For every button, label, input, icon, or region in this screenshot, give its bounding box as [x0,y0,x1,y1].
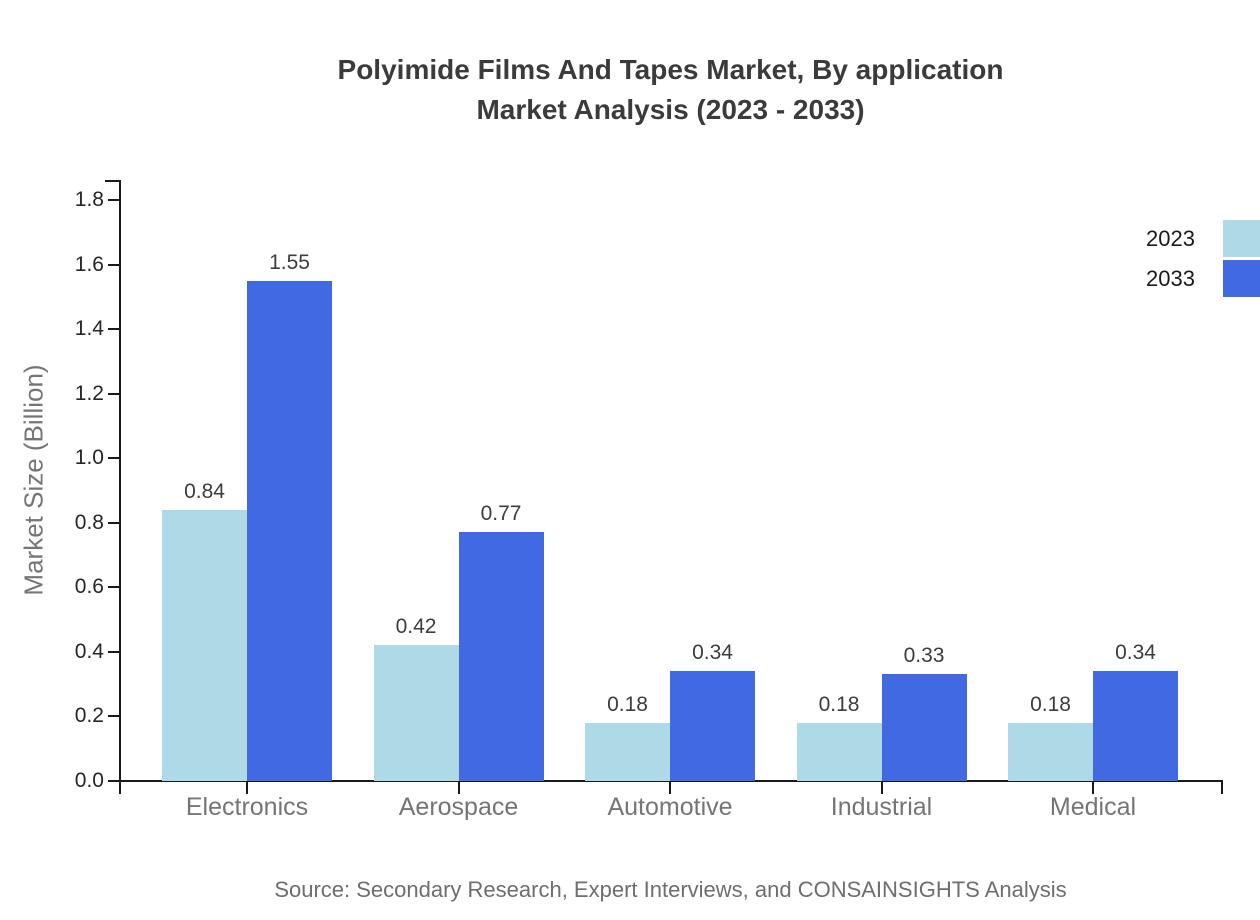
x-axis-right-cap [1221,780,1223,794]
y-tick [108,457,120,460]
x-tick-aerospace [457,782,460,794]
bar-value-label-2033-industrial: 0.33 [903,644,945,668]
bar-2023-medical [1008,722,1093,781]
x-tick-medical [1092,782,1094,794]
bar-value-label-2023-electronics: 0.84 [184,479,225,503]
y-tick-label: 0.8 [74,510,104,534]
y-tick-label: 0.4 [74,639,104,663]
bar-2033-automotive [670,671,755,781]
y-tick-label: 1.4 [74,317,104,341]
bar-value-label-2023-automotive: 0.18 [607,692,648,716]
x-category-label-automotive: Automotive [607,793,733,821]
x-category-label-industrial: Industrial [830,793,933,821]
y-tick [108,650,120,653]
y-tick [108,263,120,266]
bar-value-label-2033-electronics: 1.55 [269,250,310,274]
x-category-label-aerospace: Aerospace [398,793,519,821]
chart-title-line-1: Polyimide Films And Tapes Market, By app… [337,54,1004,85]
legend-swatch-2033 [1223,260,1260,297]
bar-2033-industrial [881,674,967,781]
y-tick [108,199,120,201]
bar-value-label-2023-medical: 0.18 [1030,692,1071,716]
y-tick-label: 1.0 [74,446,104,470]
bar-2023-automotive [585,722,670,781]
bar-value-label-2023-industrial: 0.18 [818,692,860,716]
y-tick [108,328,120,331]
x-axis-spine [119,780,1223,782]
legend-label-2033: 2033 [1146,266,1195,291]
bar-value-label-2033-aerospace: 0.77 [480,502,522,526]
x-tick-electronics [246,782,248,794]
y-tick-label: 0.0 [74,769,104,792]
bar-2033-electronics [247,280,332,781]
y-tick [108,780,120,782]
y-axis-top-cap [105,180,121,182]
x-category-label-electronics: Electronics [185,793,309,821]
bar-2033-medical [1093,671,1178,781]
y-tick-label: 1.6 [74,252,104,276]
y-tick [108,715,120,718]
bar-2023-industrial [796,722,882,781]
y-tick [108,521,120,524]
chart-title: Polyimide Films And Tapes Market, By app… [120,50,1221,130]
bar-2023-electronics [162,509,247,781]
x-category-label-medical: Medical [1049,793,1137,821]
legend-label-2023: 2023 [1146,226,1195,251]
y-tick [108,586,120,589]
y-tick-label: 1.8 [74,188,104,211]
chart-title-line-2: Market Analysis (2023 - 2033) [476,94,865,125]
bar-2023-aerospace [373,645,459,781]
y-axis-spine [119,180,121,794]
bar-value-label-2033-automotive: 0.34 [692,641,733,665]
y-tick [108,392,120,395]
bar-value-label-2023-aerospace: 0.42 [395,615,437,639]
legend-swatch-2023 [1223,220,1260,257]
y-tick-label: 1.2 [74,381,104,405]
x-tick-automotive [669,782,671,794]
y-tick-label: 0.6 [74,575,104,599]
bar-2033-aerospace [458,532,544,781]
source-note: Source: Secondary Research, Expert Inter… [274,877,1067,902]
x-tick-industrial [880,782,883,794]
y-tick-label: 0.2 [74,704,104,728]
bar-value-label-2033-medical: 0.34 [1115,641,1156,665]
